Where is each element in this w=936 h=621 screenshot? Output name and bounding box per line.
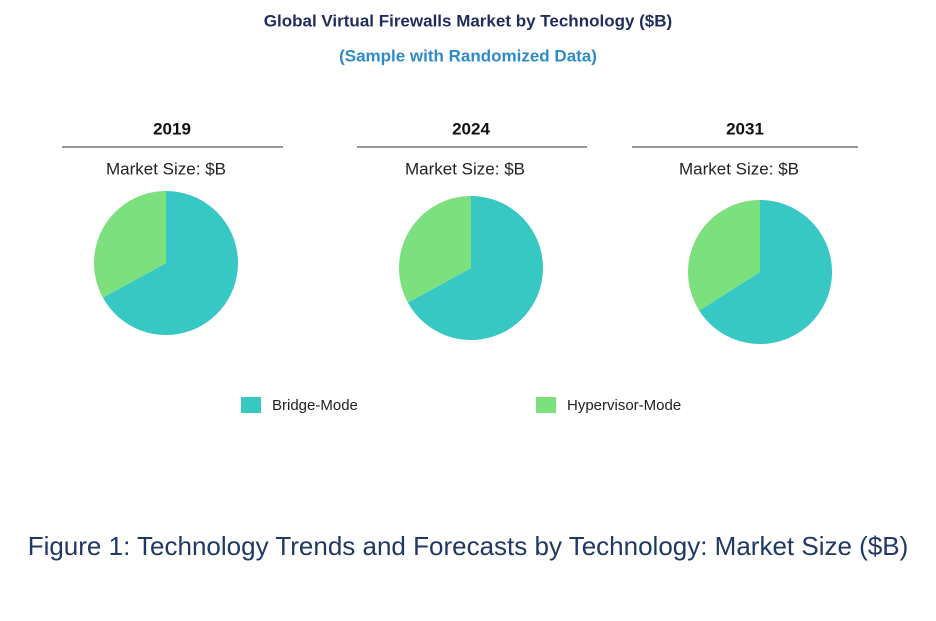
pie-slice (699, 200, 832, 345)
pie-subtitle: Market Size: $B (106, 159, 226, 178)
title: Global Virtual Firewalls Market by Techn… (264, 11, 672, 30)
legend-label: Bridge-Mode (272, 397, 358, 414)
pie-title: 2019 (153, 119, 191, 138)
legend-label: Hypervisor-Mode (567, 397, 681, 414)
legend-swatch (241, 397, 261, 413)
caption: Figure 1: Technology Trends and Forecast… (28, 531, 909, 561)
pie-slice (399, 196, 471, 303)
pie-slice (94, 191, 166, 298)
pie-subtitle: Market Size: $B (405, 159, 525, 178)
pie-title: 2024 (452, 119, 490, 138)
subtitle: (Sample with Randomized Data) (339, 46, 597, 65)
pie-slice (102, 191, 239, 336)
legend-swatch (536, 397, 556, 413)
pie-slice (407, 196, 543, 340)
pie-subtitle: Market Size: $B (679, 159, 799, 178)
pie-slice (688, 200, 760, 311)
pie-title: 2031 (726, 119, 764, 138)
